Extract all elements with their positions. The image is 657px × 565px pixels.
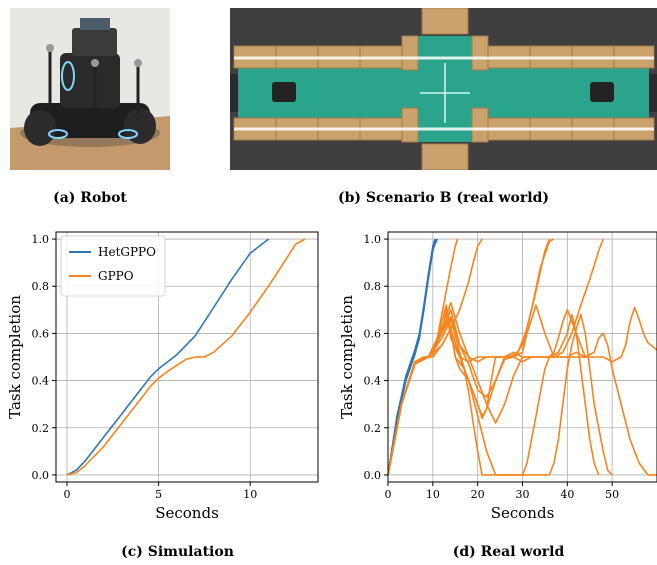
real-series-line-12 <box>388 316 657 476</box>
sim-series-line-0 <box>66 238 269 476</box>
sim-legend: HetGPPO GPPO <box>60 235 166 297</box>
sim-x-axis-label: Seconds <box>155 504 219 522</box>
arena-photo <box>230 7 657 171</box>
simulation-chart-svg: 0 5 10 0.0 0.2 0.4 0.6 0.8 1.0 Seconds Task comple… <box>6 231 319 522</box>
real-xtick-label-2: 20 <box>471 488 485 501</box>
real-xtick-label-0: 0 <box>385 488 392 501</box>
real-ytick-label-3: 0.6 <box>364 327 382 340</box>
sim-xtick-label-0: 0 <box>63 488 70 501</box>
sim-ytick-label-2: 0.4 <box>32 375 50 388</box>
caption-c: (c) Simulation <box>121 544 234 560</box>
sim-axes-frame <box>55 231 319 483</box>
real-ytick-label-5: 1.0 <box>364 233 382 246</box>
real-ytick-label-0: 0.0 <box>364 469 382 482</box>
sim-series-line-1 <box>66 238 306 476</box>
realworld-chart-svg: 0 10 20 30 40 50 0.0 0.2 0.4 0.6 0.8 1.0 Seconds Task… <box>338 231 657 522</box>
sim-ytick-label-1: 0.2 <box>32 422 50 435</box>
sim-xtick-label-2: 10 <box>243 488 257 501</box>
real-ytick-label-1: 0.2 <box>364 422 382 435</box>
real-xtick-label-1: 10 <box>426 488 440 501</box>
sim-xtick-label-1: 5 <box>155 488 162 501</box>
real-xtick-label-4: 40 <box>560 488 574 501</box>
sim-ytick-label-4: 0.8 <box>32 280 50 293</box>
real-ytick-label-2: 0.4 <box>364 375 382 388</box>
sim-ytick-label-3: 0.6 <box>32 327 50 340</box>
sim-y-axis-label: Task completion <box>6 295 24 419</box>
real-series-line-9 <box>388 313 613 476</box>
caption-d: (d) Real world <box>452 544 565 560</box>
sim-legend-label-1: GPPO <box>98 269 134 283</box>
sim-ytick-label-0: 0.0 <box>32 469 50 482</box>
robot-photo <box>10 8 170 170</box>
caption-a: (a) Robot <box>53 190 127 206</box>
real-xtick-label-5: 50 <box>605 488 619 501</box>
realworld-chart: 0 10 20 30 40 50 0.0 0.2 0.4 0.6 0.8 1.0 Seconds Task… <box>332 222 657 532</box>
sim-legend-label-0: HetGPPO <box>98 245 156 259</box>
real-y-axis-label: Task completion <box>338 295 356 419</box>
caption-b: (b) Scenario B (real world) <box>338 190 549 206</box>
sim-ytick-label-5: 1.0 <box>32 233 50 246</box>
real-x-axis-label: Seconds <box>491 504 555 522</box>
real-ytick-label-4: 0.8 <box>364 280 382 293</box>
real-series-line-10 <box>388 302 600 476</box>
real-xtick-label-3: 30 <box>516 488 530 501</box>
simulation-chart: 0 5 10 0.0 0.2 0.4 0.6 0.8 1.0 Seconds Task comple… <box>0 222 325 532</box>
real-series-line-2 <box>388 238 439 476</box>
